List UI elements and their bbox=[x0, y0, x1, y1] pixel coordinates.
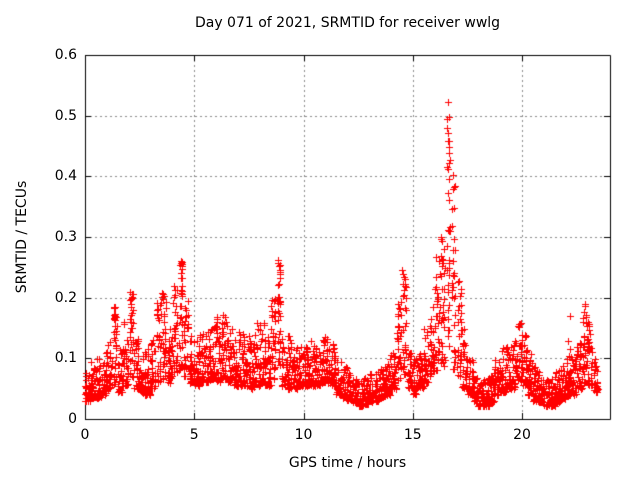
x-tick-label: 15 bbox=[403, 427, 422, 443]
chart-title: Day 071 of 2021, SRMTID for receiver wwl… bbox=[194, 15, 501, 31]
y-tick-label: 0.4 bbox=[54, 168, 77, 185]
x-tick-label: 10 bbox=[294, 427, 313, 443]
y-tick-label: 0.6 bbox=[54, 47, 77, 63]
x-tick-label: 0 bbox=[80, 427, 90, 443]
x-axis-label: GPS time / hours bbox=[288, 455, 407, 471]
y-tick-label: 0.5 bbox=[54, 107, 77, 124]
y-tick-label: 0.2 bbox=[54, 289, 77, 306]
x-tick-label: 20 bbox=[513, 427, 531, 443]
y-tick-label: 0.1 bbox=[54, 350, 77, 367]
y-tick-label: 0.3 bbox=[54, 229, 77, 245]
x-tick-label: 5 bbox=[189, 427, 199, 443]
y-tick-label: 0 bbox=[68, 411, 77, 427]
